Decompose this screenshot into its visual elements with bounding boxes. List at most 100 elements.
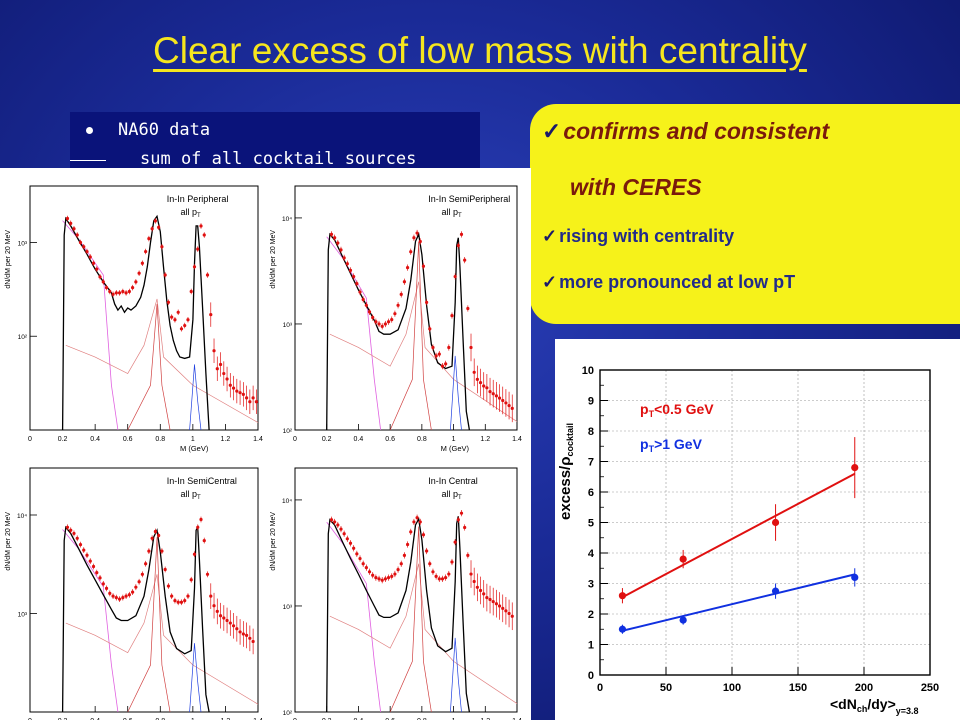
data-point [450, 313, 454, 318]
data-point [469, 345, 473, 350]
data-point [108, 591, 112, 595]
x-tick-label: 0.2 [58, 718, 68, 720]
data-point [235, 389, 239, 393]
x-axis-label-mid: /dy> [867, 696, 895, 712]
data-point [231, 386, 236, 390]
data-point [494, 602, 498, 606]
data-point [466, 553, 470, 557]
data-point [425, 300, 429, 304]
data-point [251, 396, 255, 400]
data-point [361, 562, 365, 566]
data-point [173, 599, 177, 603]
y-tick-label: 10³ [18, 611, 28, 618]
data-point [82, 245, 86, 249]
data-point [160, 549, 164, 553]
data-point [494, 394, 498, 398]
x-tick-label: 1 [452, 718, 456, 720]
mass-spectrum-panel: 00.20.40.60.811.21.4M (GeV)10²10³10⁴dN/d… [270, 467, 522, 720]
data-point [374, 320, 378, 324]
data-point [431, 570, 435, 574]
data-point [170, 594, 174, 598]
callout-item-1: ✓confirms and consistent [542, 118, 829, 145]
data-point [488, 390, 492, 394]
data-point [386, 576, 391, 580]
x-tick-label: 0.2 [322, 436, 332, 443]
data-point [222, 371, 226, 376]
rho-cocktail-curve [329, 281, 518, 422]
x-tick-label: 1.2 [480, 718, 490, 720]
y-axis-label: dN/dM per 20 MeV [5, 230, 12, 289]
conclusions-callout: ✓confirms and consistent with CERES ✓ ris… [530, 104, 960, 324]
data-point [402, 280, 407, 284]
data-point [374, 576, 378, 580]
data-point [415, 516, 419, 520]
data-point [497, 604, 502, 608]
x-tick-label: 1 [452, 436, 456, 443]
plot-frame [294, 467, 518, 713]
data-point [157, 225, 161, 229]
panel-subtitle-sub: T [197, 213, 201, 219]
data-point [111, 292, 115, 296]
data-point [202, 233, 206, 237]
x-tick-label: 1.4 [253, 718, 263, 720]
y-axis-label: dN/dM per 20 MeV [270, 512, 277, 571]
data-point [453, 540, 457, 544]
data-point [412, 236, 416, 240]
data-point [434, 354, 438, 358]
data-point [390, 574, 394, 579]
data-point [371, 315, 375, 320]
data-point [140, 261, 144, 265]
data-point [104, 586, 109, 590]
x-tick-label: 250 [921, 682, 939, 694]
data-point [85, 553, 89, 557]
data-point [345, 537, 349, 541]
data-point [405, 542, 410, 547]
data-point [222, 616, 226, 620]
data-point [127, 289, 131, 294]
data-point [121, 596, 125, 600]
data-point [333, 520, 337, 524]
y-axis-label: excess/ρcocktail [557, 423, 575, 520]
series-point [851, 464, 859, 472]
series-point [851, 573, 859, 581]
panel-subtitle: all pT [180, 489, 201, 501]
data-point [501, 398, 505, 403]
data-point [497, 396, 502, 400]
data-point [507, 611, 511, 616]
data-point [409, 530, 413, 534]
data-point [488, 597, 492, 602]
data-point [355, 552, 359, 556]
fit-line [621, 472, 856, 599]
data-point [163, 273, 167, 277]
data-point [418, 520, 422, 524]
data-point [342, 532, 346, 536]
eta-dalitz-curve [326, 521, 382, 713]
panel-subtitle: all pT [180, 207, 201, 219]
y-tick-label: 10⁴ [17, 513, 27, 520]
data-point [453, 274, 457, 279]
x-tick-label: 0 [293, 718, 297, 720]
x-tick-label: 0 [28, 436, 32, 443]
data-point [209, 313, 213, 317]
data-point [447, 345, 451, 350]
series-legend-rest: <0.5 GeV [654, 401, 714, 417]
omega-cocktail-curve [389, 526, 432, 713]
data-point [504, 609, 508, 613]
x-tick-label: 1 [191, 436, 195, 443]
data-point [459, 232, 464, 236]
data-point [85, 249, 89, 254]
x-tick-label: 0.6 [123, 436, 133, 443]
y-tick-label: 10³ [18, 240, 28, 247]
x-axis-label: M (GeV) [180, 444, 209, 453]
data-point [348, 268, 353, 272]
data-point [390, 317, 394, 322]
data-point [166, 300, 171, 304]
data-point [127, 593, 131, 597]
data-point [199, 224, 203, 228]
data-point [383, 577, 387, 581]
x-tick-label: 1.4 [253, 436, 263, 443]
data-point [238, 630, 242, 634]
data-point [225, 618, 229, 623]
data-point [231, 624, 236, 628]
